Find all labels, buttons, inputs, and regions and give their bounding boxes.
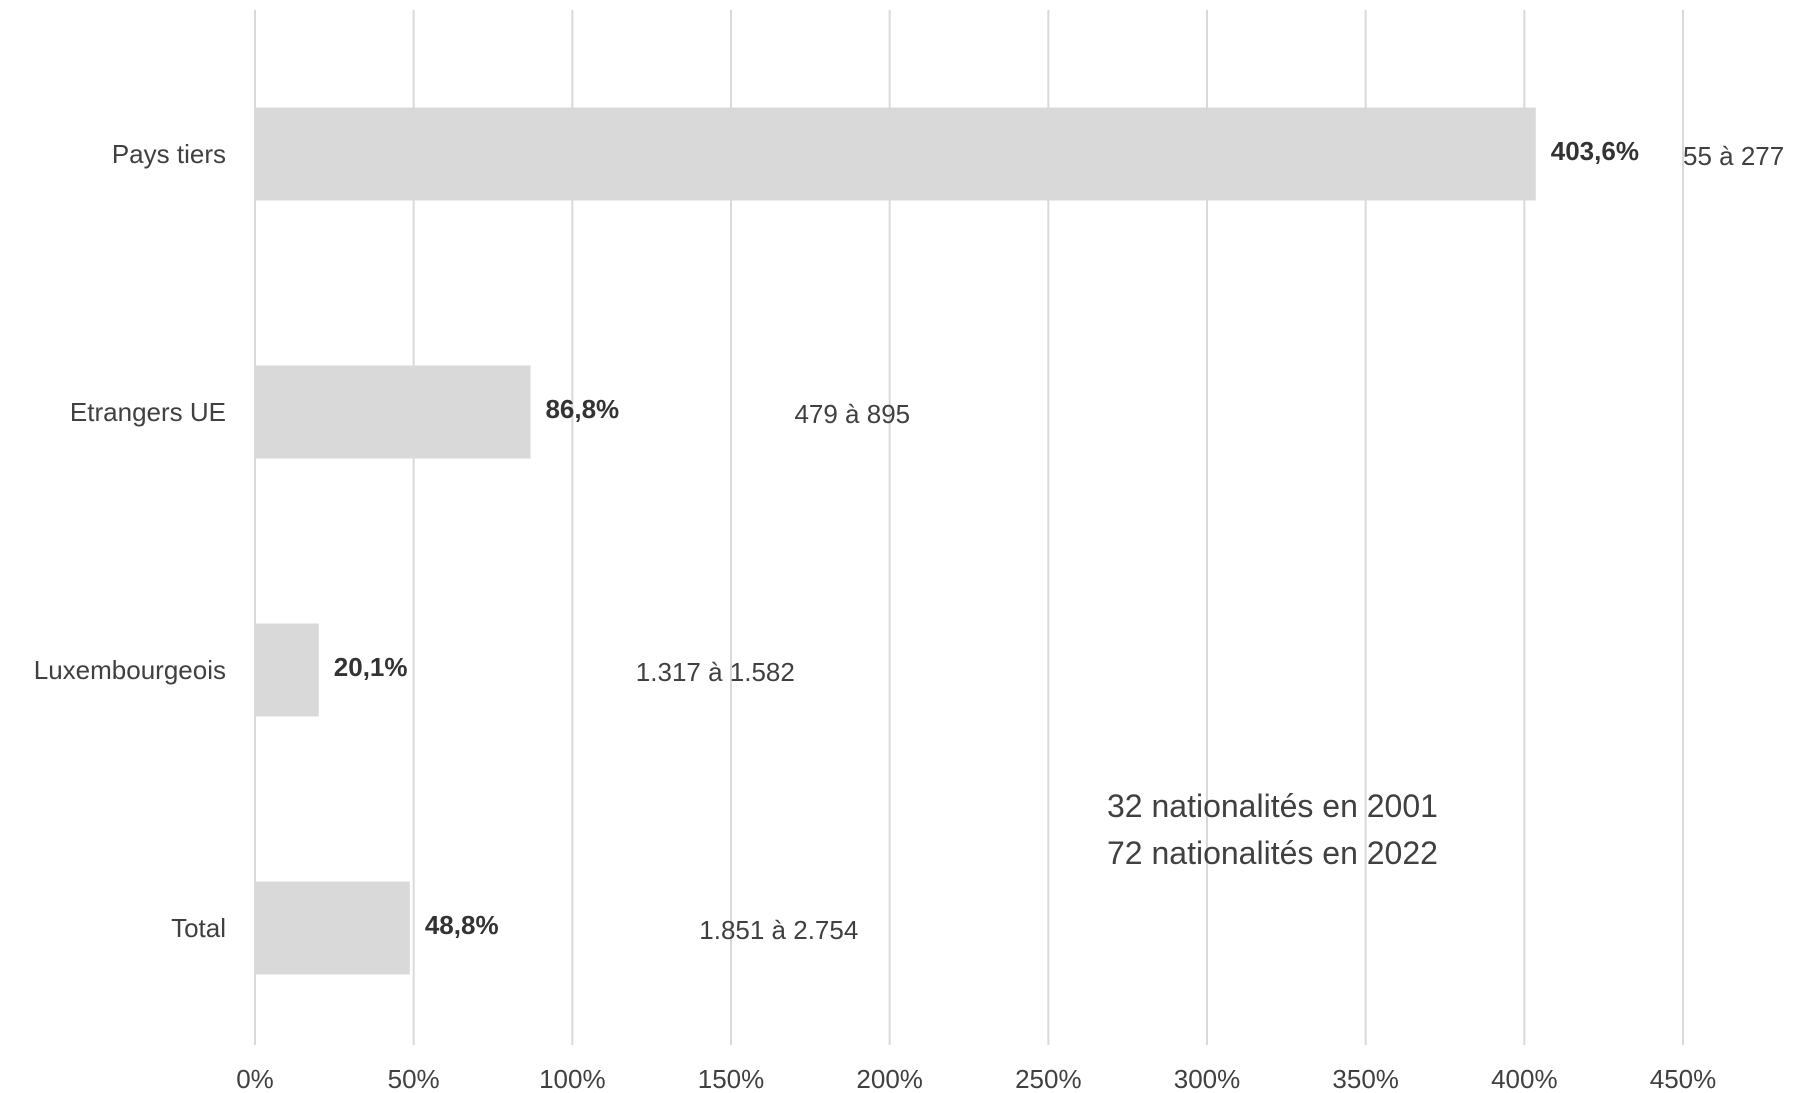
data-label: 403,6% (1551, 136, 1639, 166)
label-layer: 0% 50% 100% 150% 200% 250% 300% 350% 400% 450% Pay… (34, 136, 1784, 1093)
data-label: 86,8% (545, 394, 619, 424)
x-tick-label: 0% (236, 1064, 274, 1093)
x-tick-label: 400% (1491, 1064, 1558, 1093)
x-tick-label: 450% (1650, 1064, 1717, 1093)
category-label: Luxembourgeois (34, 655, 226, 685)
x-tick-label: 350% (1332, 1064, 1399, 1093)
category-label: Pays tiers (112, 139, 226, 169)
x-tick-label: 50% (388, 1064, 440, 1093)
bar-layer (255, 107, 1536, 975)
bar-2 (255, 623, 319, 717)
annotation-line-2: 72 nationalités en 2022 (1107, 835, 1438, 871)
annotation-layer: 32 nationalités en 2001 72 nationalités … (1107, 788, 1438, 871)
x-tick-label: 300% (1174, 1064, 1241, 1093)
range-label: 1.317 à 1.582 (636, 657, 795, 687)
range-label: 55 à 277 (1683, 141, 1784, 171)
bar-1 (255, 365, 531, 459)
x-tick-label: 250% (1015, 1064, 1082, 1093)
bar-3 (255, 881, 410, 975)
data-label: 20,1% (334, 652, 408, 682)
range-label: 479 à 895 (794, 399, 910, 429)
category-label: Etrangers UE (70, 397, 226, 427)
range-label: 1.851 à 2.754 (699, 915, 858, 945)
x-tick-label: 200% (856, 1064, 923, 1093)
bar-0 (255, 107, 1536, 201)
data-label: 48,8% (425, 910, 499, 940)
annotation-line-1: 32 nationalités en 2001 (1107, 788, 1438, 824)
x-tick-label: 150% (698, 1064, 765, 1093)
x-tick-label: 100% (539, 1064, 606, 1093)
category-label: Total (171, 913, 226, 943)
